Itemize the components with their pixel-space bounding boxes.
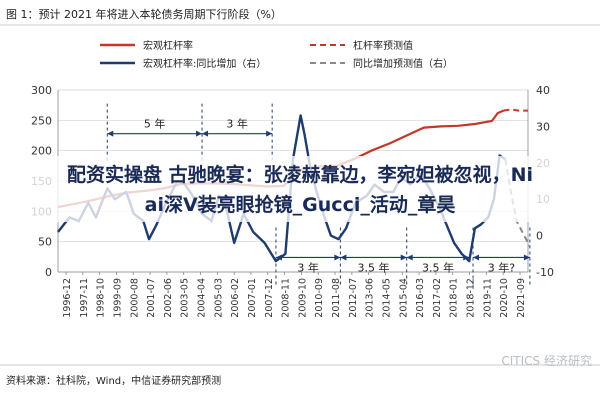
x-tick-label: 2016-03 — [415, 278, 426, 318]
source-note: 资料来源：社科院，Wind，中信证券研究部预测 — [6, 374, 221, 387]
x-tick-label: 2013-06 — [365, 278, 376, 318]
y-right-tick-label: 40 — [536, 84, 550, 97]
y-left-tick-label: 0 — [45, 266, 52, 279]
y-right-tick-label: 30 — [536, 120, 550, 133]
cycle-label: 5 年 — [144, 117, 166, 131]
arrow-head-right — [400, 254, 407, 261]
x-tick-label: 2017-02 — [432, 278, 443, 318]
legend-label-leverage-forecast: 杠杆率预测值 — [353, 39, 413, 52]
overlay-banner: 配资实操盘 古驰晚宴：张凌赫靠边，李宛妲被忽视，Ni ai深V装亮眼抢镜_Guc… — [0, 156, 600, 222]
x-tick-label: 2018-01 — [449, 278, 460, 318]
arrow-head-left — [406, 254, 413, 261]
x-tick-label: 2012-07 — [348, 278, 359, 318]
arrow-head-right — [334, 254, 341, 261]
figure-title: 图 1：预计 2021 年将进入本轮债务周期下行阶段（%） — [6, 7, 282, 21]
overlay-headline-line2: ai深V装亮眼抢镜_Gucci_活动_章昊 — [144, 194, 456, 216]
arrow-head-left — [340, 254, 347, 261]
x-tick-label: 2001-07 — [146, 278, 157, 318]
y-right-tick-label: 0 — [536, 230, 543, 243]
y-left-tick-label: 250 — [31, 114, 52, 127]
series-line-2 — [503, 108, 528, 112]
arrow-head-left — [473, 254, 480, 261]
y-left-tick-label: 50 — [38, 236, 52, 249]
arrow-head-right — [266, 130, 273, 137]
x-tick-label: 2018-12 — [466, 278, 477, 318]
x-tick-label: 1996-12 — [62, 278, 73, 318]
y-right-tick-label: -10 — [536, 266, 554, 279]
cycle-label: 3.5 年 — [358, 260, 390, 274]
cycle-label: 3.5 年 — [422, 260, 454, 274]
x-tick-label: 2020-10 — [499, 278, 510, 318]
x-tick-label: 2007-12 — [264, 278, 275, 318]
x-tick-label: 2005-03 — [213, 278, 224, 318]
legend-label-leverage: 宏观杠杆率 — [143, 39, 193, 52]
x-tick-label: 2002-06 — [163, 278, 174, 318]
cycle-label: 3 年 — [297, 260, 319, 274]
x-tick-label: 1997-11 — [79, 278, 90, 318]
x-tick-label: 1998-10 — [96, 278, 107, 318]
cycle-annotations: 5 年 3 年 3 年 3.5 年 3.5 年 3 年? — [106, 103, 531, 288]
x-tick-label: 2021-09 — [516, 278, 527, 318]
x-tick-label: 2014-05 — [381, 278, 392, 318]
x-tick-label: 2003-05 — [180, 278, 191, 318]
arrow-head-right — [523, 254, 530, 261]
cycle-label: 3 年? — [488, 260, 515, 274]
x-tick-label: 2007-01 — [247, 278, 258, 318]
x-tick-label: 2006-02 — [230, 278, 241, 318]
x-tick-label: 1999-09 — [112, 278, 123, 318]
arrow-head-left — [107, 130, 114, 137]
legend: 宏观杠杆率 杠杆率预测值 宏观杠杆率:同比增加（右） 同比增加预测值（右） — [100, 39, 453, 70]
watermark: CITICS 经济研究 — [501, 354, 592, 368]
x-tick-label: 2010-09 — [314, 278, 325, 318]
x-tick-label: 2009-10 — [297, 278, 308, 318]
legend-label-yoy: 宏观杠杆率:同比增加（右） — [143, 57, 266, 70]
x-tick-label: 2004-04 — [197, 278, 208, 318]
overlay-headline-line1: 配资实操盘 古驰晚宴：张凌赫靠边，李宛妲被忽视，Ni — [66, 164, 534, 186]
y-left-tick-label: 300 — [31, 84, 52, 97]
cycle-label: 3 年 — [226, 117, 248, 131]
y-left-tick-label: 200 — [31, 145, 52, 158]
x-tick-label: 2000-08 — [129, 278, 140, 318]
legend-label-yoy-forecast: 同比增加预测值（右） — [353, 57, 453, 70]
x-tick-label: 2008-11 — [281, 278, 292, 318]
arrow-head-left — [202, 130, 209, 137]
arrow-head-right — [196, 130, 203, 137]
x-tick-label: 2019-11 — [482, 278, 493, 318]
x-tick-label: 2011-08 — [331, 278, 342, 318]
x-tick-label: 2015-04 — [398, 278, 409, 318]
